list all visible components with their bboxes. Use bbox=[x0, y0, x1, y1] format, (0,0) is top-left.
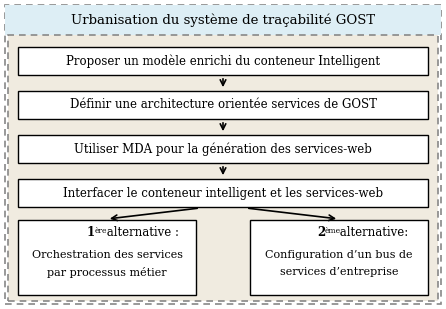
Bar bbox=[250, 220, 428, 295]
Bar bbox=[18, 179, 428, 207]
Text: alternative:: alternative: bbox=[336, 226, 408, 239]
Text: 2: 2 bbox=[317, 226, 325, 239]
Bar bbox=[18, 91, 428, 119]
Bar bbox=[5, 5, 441, 35]
Bar bbox=[18, 135, 428, 163]
Text: Proposer un modèle enrichi du conteneur Intelligent: Proposer un modèle enrichi du conteneur … bbox=[66, 54, 380, 68]
Bar bbox=[18, 47, 428, 75]
Text: services d’entreprise: services d’entreprise bbox=[280, 267, 398, 277]
Text: ère: ère bbox=[95, 227, 107, 235]
Text: alternative :: alternative : bbox=[103, 226, 179, 239]
Text: Orchestration des services: Orchestration des services bbox=[32, 250, 182, 260]
Bar bbox=[18, 220, 196, 295]
Text: par processus métier: par processus métier bbox=[47, 266, 167, 277]
Bar bbox=[8, 35, 438, 301]
Text: Urbanisation du système de traçabilité GOST: Urbanisation du système de traçabilité G… bbox=[71, 13, 375, 27]
Text: Configuration d’un bus de: Configuration d’un bus de bbox=[265, 250, 413, 260]
Text: 1: 1 bbox=[87, 226, 95, 239]
Text: Interfacer le conteneur intelligent et les services-web: Interfacer le conteneur intelligent et l… bbox=[63, 187, 383, 200]
Text: Utiliser MDA pour la génération des services-web: Utiliser MDA pour la génération des serv… bbox=[74, 142, 372, 156]
Text: ème: ème bbox=[325, 227, 341, 235]
Text: Définir une architecture orientée services de GOST: Définir une architecture orientée servic… bbox=[70, 99, 376, 112]
